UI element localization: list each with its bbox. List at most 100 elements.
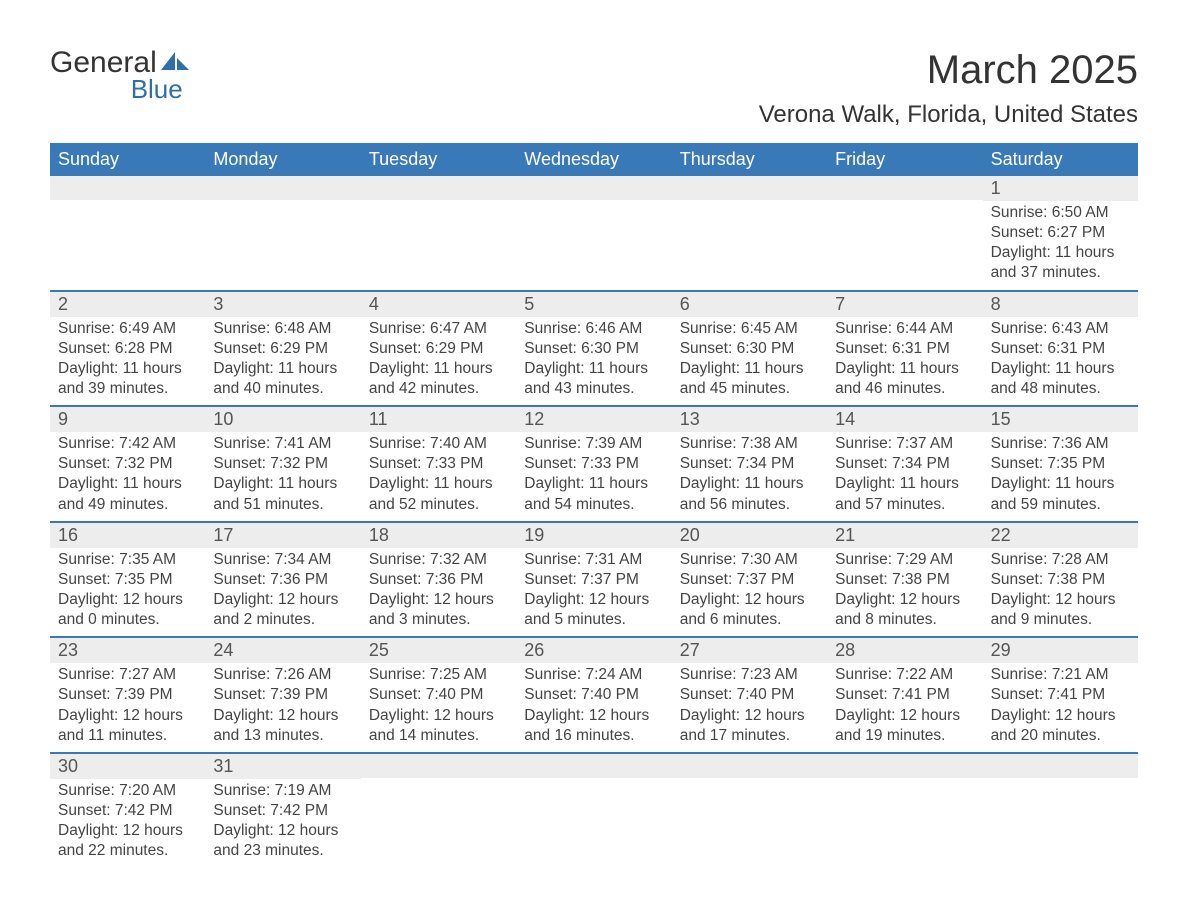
day-body: Sunrise: 6:49 AMSunset: 6:28 PMDaylight:… (50, 317, 205, 406)
sunset-text: Sunset: 7:37 PM (680, 570, 819, 590)
sunset-text: Sunset: 7:32 PM (58, 454, 197, 474)
day-number: 22 (983, 523, 1138, 548)
sunset-text: Sunset: 7:35 PM (58, 570, 197, 590)
day-cell (672, 176, 827, 290)
empty-day-number (361, 754, 516, 778)
day-number: 24 (205, 638, 360, 663)
weeks-container: 1Sunrise: 6:50 AMSunset: 6:27 PMDaylight… (50, 176, 1138, 867)
day-number: 13 (672, 407, 827, 432)
calendar-week: 16Sunrise: 7:35 AMSunset: 7:35 PMDayligh… (50, 521, 1138, 637)
daylight-line2: and 49 minutes. (58, 495, 197, 515)
header: General Blue March 2025 Verona Walk, Flo… (50, 48, 1138, 129)
day-number: 27 (672, 638, 827, 663)
sunrise-text: Sunrise: 7:35 AM (58, 550, 197, 570)
sunset-text: Sunset: 7:41 PM (991, 685, 1130, 705)
empty-day-body (361, 200, 516, 228)
empty-day-body (983, 778, 1138, 806)
daylight-line1: Daylight: 12 hours (524, 706, 663, 726)
daylight-line2: and 42 minutes. (369, 379, 508, 399)
daylight-line2: and 20 minutes. (991, 726, 1130, 746)
day-number: 15 (983, 407, 1138, 432)
day-body: Sunrise: 7:37 AMSunset: 7:34 PMDaylight:… (827, 432, 982, 521)
day-cell: 7Sunrise: 6:44 AMSunset: 6:31 PMDaylight… (827, 292, 982, 406)
day-cell (205, 176, 360, 290)
weekday-header: Saturday (983, 143, 1138, 176)
day-cell: 30Sunrise: 7:20 AMSunset: 7:42 PMDayligh… (50, 754, 205, 868)
day-body: Sunrise: 7:28 AMSunset: 7:38 PMDaylight:… (983, 548, 1138, 637)
day-cell: 29Sunrise: 7:21 AMSunset: 7:41 PMDayligh… (983, 638, 1138, 752)
daylight-line2: and 9 minutes. (991, 610, 1130, 630)
sunset-text: Sunset: 7:40 PM (524, 685, 663, 705)
day-body: Sunrise: 6:48 AMSunset: 6:29 PMDaylight:… (205, 317, 360, 406)
day-body: Sunrise: 7:19 AMSunset: 7:42 PMDaylight:… (205, 779, 360, 868)
day-body: Sunrise: 7:34 AMSunset: 7:36 PMDaylight:… (205, 548, 360, 637)
sunset-text: Sunset: 7:33 PM (369, 454, 508, 474)
sunrise-text: Sunrise: 7:22 AM (835, 665, 974, 685)
calendar-week: 30Sunrise: 7:20 AMSunset: 7:42 PMDayligh… (50, 752, 1138, 868)
empty-day-number (516, 754, 671, 778)
empty-day-body (50, 200, 205, 228)
sunrise-text: Sunrise: 7:24 AM (524, 665, 663, 685)
day-cell (50, 176, 205, 290)
daylight-line1: Daylight: 11 hours (991, 243, 1130, 263)
empty-day-number (50, 176, 205, 200)
daylight-line1: Daylight: 11 hours (213, 359, 352, 379)
day-cell (983, 754, 1138, 868)
sunrise-text: Sunrise: 6:45 AM (680, 319, 819, 339)
day-cell: 11Sunrise: 7:40 AMSunset: 7:33 PMDayligh… (361, 407, 516, 521)
logo-sail-icon (161, 50, 189, 76)
day-body: Sunrise: 6:43 AMSunset: 6:31 PMDaylight:… (983, 317, 1138, 406)
day-number: 8 (983, 292, 1138, 317)
sunrise-text: Sunrise: 7:26 AM (213, 665, 352, 685)
day-body: Sunrise: 7:30 AMSunset: 7:37 PMDaylight:… (672, 548, 827, 637)
day-cell (516, 754, 671, 868)
sunrise-text: Sunrise: 6:49 AM (58, 319, 197, 339)
daylight-line1: Daylight: 11 hours (680, 474, 819, 494)
calendar-header-row: Sunday Monday Tuesday Wednesday Thursday… (50, 143, 1138, 176)
daylight-line2: and 19 minutes. (835, 726, 974, 746)
day-cell: 13Sunrise: 7:38 AMSunset: 7:34 PMDayligh… (672, 407, 827, 521)
day-cell: 22Sunrise: 7:28 AMSunset: 7:38 PMDayligh… (983, 523, 1138, 637)
daylight-line2: and 52 minutes. (369, 495, 508, 515)
day-cell: 8Sunrise: 6:43 AMSunset: 6:31 PMDaylight… (983, 292, 1138, 406)
day-body: Sunrise: 7:39 AMSunset: 7:33 PMDaylight:… (516, 432, 671, 521)
day-cell: 10Sunrise: 7:41 AMSunset: 7:32 PMDayligh… (205, 407, 360, 521)
daylight-line1: Daylight: 11 hours (835, 359, 974, 379)
day-cell: 9Sunrise: 7:42 AMSunset: 7:32 PMDaylight… (50, 407, 205, 521)
daylight-line2: and 54 minutes. (524, 495, 663, 515)
daylight-line1: Daylight: 11 hours (369, 474, 508, 494)
day-body: Sunrise: 7:38 AMSunset: 7:34 PMDaylight:… (672, 432, 827, 521)
day-cell (827, 754, 982, 868)
daylight-line2: and 46 minutes. (835, 379, 974, 399)
sunrise-text: Sunrise: 7:23 AM (680, 665, 819, 685)
sunrise-text: Sunrise: 6:46 AM (524, 319, 663, 339)
day-number: 10 (205, 407, 360, 432)
daylight-line2: and 39 minutes. (58, 379, 197, 399)
daylight-line1: Daylight: 12 hours (991, 706, 1130, 726)
daylight-line1: Daylight: 12 hours (680, 590, 819, 610)
daylight-line1: Daylight: 12 hours (58, 706, 197, 726)
day-number: 26 (516, 638, 671, 663)
logo-text-blue: Blue (131, 76, 189, 102)
day-number: 6 (672, 292, 827, 317)
day-cell: 27Sunrise: 7:23 AMSunset: 7:40 PMDayligh… (672, 638, 827, 752)
sunrise-text: Sunrise: 7:42 AM (58, 434, 197, 454)
day-cell: 28Sunrise: 7:22 AMSunset: 7:41 PMDayligh… (827, 638, 982, 752)
day-body: Sunrise: 7:41 AMSunset: 7:32 PMDaylight:… (205, 432, 360, 521)
empty-day-number (983, 754, 1138, 778)
daylight-line2: and 51 minutes. (213, 495, 352, 515)
daylight-line1: Daylight: 12 hours (58, 590, 197, 610)
sunset-text: Sunset: 7:37 PM (524, 570, 663, 590)
empty-day-body (361, 778, 516, 806)
weekday-header: Friday (827, 143, 982, 176)
daylight-line1: Daylight: 12 hours (835, 706, 974, 726)
empty-day-number (361, 176, 516, 200)
location: Verona Walk, Florida, United States (759, 101, 1138, 129)
daylight-line1: Daylight: 12 hours (213, 821, 352, 841)
daylight-line2: and 16 minutes. (524, 726, 663, 746)
day-cell (361, 754, 516, 868)
empty-day-body (205, 200, 360, 228)
empty-day-number (672, 176, 827, 200)
day-number: 4 (361, 292, 516, 317)
daylight-line1: Daylight: 12 hours (991, 590, 1130, 610)
